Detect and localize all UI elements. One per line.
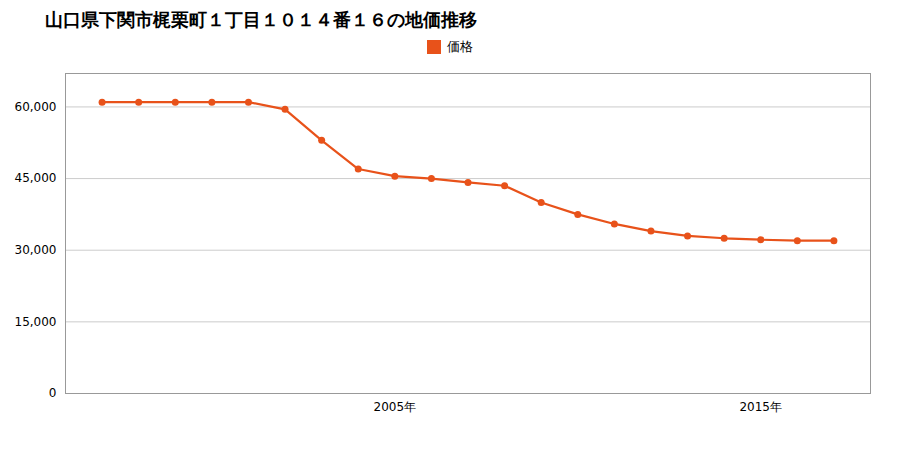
svg-text:60,000: 60,000 (15, 100, 57, 114)
svg-text:45,000: 45,000 (15, 171, 57, 185)
svg-text:2005年: 2005年 (374, 400, 417, 414)
svg-text:0: 0 (49, 386, 57, 400)
svg-text:2015年: 2015年 (739, 400, 782, 414)
html-text:山口県下関市梶栗町１丁目１０１４番１６の地価推移: 山口県下関市梶栗町１丁目１０１４番１６の地価推移 (45, 9, 477, 30)
html-text:価格: 価格 (447, 39, 473, 54)
svg-text:30,000: 30,000 (15, 243, 57, 257)
svg-text:15,000: 15,000 (15, 315, 57, 329)
